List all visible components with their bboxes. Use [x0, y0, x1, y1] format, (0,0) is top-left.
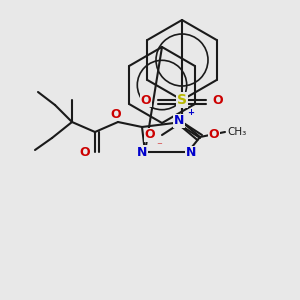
- Text: ⁻: ⁻: [156, 141, 162, 151]
- Text: S: S: [177, 93, 187, 107]
- Text: O: O: [111, 107, 121, 121]
- Text: O: O: [213, 94, 223, 106]
- Text: +: +: [187, 108, 194, 117]
- Text: O: O: [209, 128, 219, 142]
- Text: O: O: [145, 128, 155, 142]
- Text: N: N: [186, 146, 196, 160]
- Text: O: O: [141, 94, 151, 106]
- Text: N: N: [137, 146, 147, 158]
- Text: O: O: [80, 146, 90, 158]
- Text: CH₃: CH₃: [227, 127, 247, 137]
- Text: N: N: [174, 115, 184, 128]
